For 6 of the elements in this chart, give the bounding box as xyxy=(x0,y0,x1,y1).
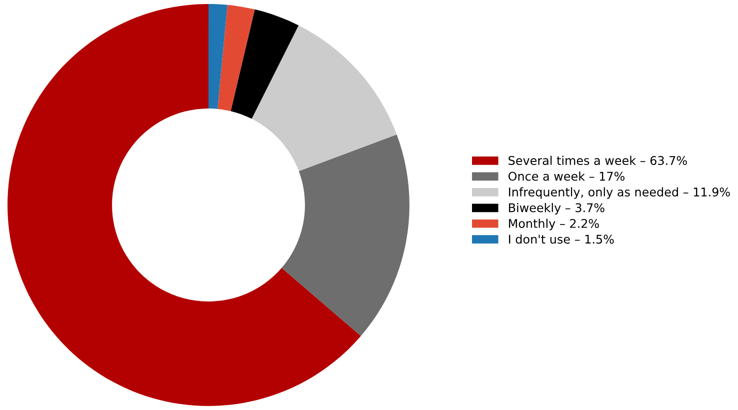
legend-label: Biweekly – 3.7% xyxy=(509,202,604,215)
legend-label: Infrequently, only as needed – 11.9% xyxy=(509,187,730,199)
legend-label: I don't use – 1.5% xyxy=(509,234,614,244)
legend-label: Once a week – 17% xyxy=(508,172,624,181)
legend-label: Monthly – 2.2% xyxy=(509,218,599,230)
legend-label: Several times a week – 63.7% xyxy=(508,156,687,166)
